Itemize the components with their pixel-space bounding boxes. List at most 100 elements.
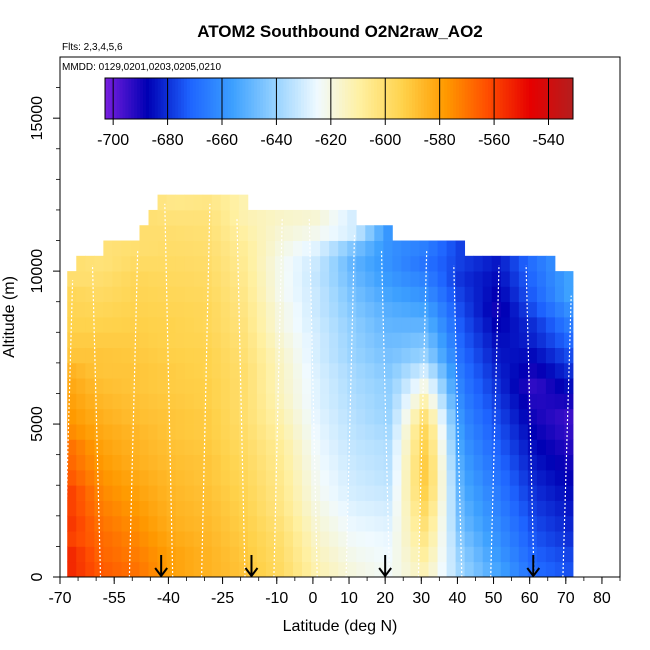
heatmap-cell bbox=[256, 271, 267, 287]
heatmap-cell bbox=[482, 271, 493, 287]
heatmap-cell bbox=[76, 454, 86, 471]
heatmap-cell bbox=[410, 561, 420, 578]
heatmap-cell bbox=[211, 408, 222, 425]
heatmap-cell bbox=[356, 454, 366, 471]
heatmap-cell bbox=[446, 255, 457, 272]
colorbar-swatch bbox=[336, 78, 340, 119]
heatmap-cell bbox=[184, 439, 195, 456]
heatmap-cell bbox=[401, 424, 411, 440]
heatmap-cell bbox=[545, 408, 556, 425]
heatmap-cell bbox=[419, 378, 429, 394]
heatmap-cell bbox=[293, 531, 303, 547]
heatmap-cell bbox=[211, 393, 222, 410]
heatmap-cell bbox=[220, 424, 231, 440]
colorbar-swatch bbox=[391, 78, 396, 119]
heatmap-cell bbox=[67, 439, 77, 456]
heatmap-cell bbox=[338, 332, 348, 348]
colorbar-swatch bbox=[239, 78, 243, 119]
heatmap-cell bbox=[419, 439, 429, 456]
heatmap-cell bbox=[265, 454, 276, 471]
heatmap-cell bbox=[94, 454, 104, 471]
heatmap-cell bbox=[365, 362, 375, 379]
heatmap-cell bbox=[464, 500, 475, 517]
colorbar-swatch bbox=[456, 78, 460, 119]
heatmap-cell bbox=[473, 347, 484, 364]
heatmap-cell bbox=[518, 271, 529, 287]
heatmap-cell bbox=[211, 240, 222, 257]
heatmap-cell bbox=[491, 561, 502, 578]
heatmap-cell bbox=[536, 531, 547, 547]
heatmap-cell bbox=[157, 271, 167, 287]
heatmap-cell bbox=[220, 332, 231, 348]
heatmap-cell bbox=[247, 362, 258, 379]
heatmap-cell bbox=[464, 515, 475, 532]
heatmap-cell bbox=[473, 393, 484, 410]
heatmap-cell bbox=[527, 485, 538, 501]
colorbar-swatch bbox=[347, 78, 352, 119]
heatmap-cell bbox=[94, 378, 104, 394]
heatmap-cell bbox=[464, 408, 475, 425]
heatmap-cell bbox=[491, 286, 502, 303]
heatmap-cell bbox=[365, 225, 375, 241]
y-axis: 0 5000 10000 15000 bbox=[29, 87, 60, 581]
heatmap-cell bbox=[320, 393, 330, 410]
heatmap-cell bbox=[401, 362, 411, 379]
heatmap-cell bbox=[175, 271, 186, 287]
heatmap-cell bbox=[274, 439, 285, 456]
heatmap-cell bbox=[103, 393, 113, 410]
heatmap-cell bbox=[103, 408, 113, 425]
heatmap-cell bbox=[356, 378, 366, 394]
heatmap-cell bbox=[76, 531, 86, 547]
colorbar-swatch bbox=[537, 78, 542, 119]
heatmap-cell bbox=[500, 393, 511, 410]
heatmap-cell bbox=[284, 378, 294, 394]
heatmap-cell bbox=[76, 515, 86, 532]
heatmap-cell bbox=[338, 209, 348, 226]
heatmap-cell bbox=[202, 485, 213, 501]
heatmap-cell bbox=[265, 469, 276, 486]
heatmap-cell bbox=[166, 255, 177, 272]
heatmap-cell bbox=[410, 439, 420, 456]
heatmap-cell bbox=[392, 393, 402, 410]
heatmap-cell bbox=[329, 531, 339, 547]
heatmap-cell bbox=[238, 454, 249, 471]
colorbar-tick-label: -680 bbox=[152, 132, 184, 149]
heatmap-cell bbox=[338, 255, 348, 272]
heatmap-cell bbox=[202, 240, 213, 257]
heatmap-cell bbox=[302, 454, 312, 471]
heatmap-cell bbox=[320, 225, 330, 241]
heatmap-cell bbox=[446, 362, 457, 379]
colorbar-swatch bbox=[257, 78, 261, 119]
heatmap-cell bbox=[419, 286, 429, 303]
heatmap-cell bbox=[103, 500, 113, 517]
heatmap-cell bbox=[473, 485, 484, 501]
heatmap-cell bbox=[518, 469, 529, 486]
heatmap-cell bbox=[211, 209, 222, 226]
heatmap-cell bbox=[247, 255, 258, 272]
heatmap-cell bbox=[527, 362, 538, 379]
heatmap-cell bbox=[509, 286, 520, 303]
heatmap-cell bbox=[383, 393, 393, 410]
flight-track bbox=[562, 295, 572, 578]
colorbar-swatch bbox=[137, 78, 141, 119]
heatmap-cell bbox=[103, 378, 113, 394]
heatmap-cell bbox=[491, 255, 502, 272]
heatmap-cell bbox=[103, 362, 113, 379]
colorbar-swatch bbox=[447, 78, 451, 119]
heatmap-cell bbox=[473, 439, 484, 456]
heatmap-cell bbox=[473, 317, 484, 333]
heatmap-cell bbox=[148, 500, 158, 517]
heatmap-cell bbox=[139, 485, 149, 501]
heatmap-cell bbox=[545, 393, 556, 410]
colorbar-swatch bbox=[183, 78, 188, 119]
heatmap-cell bbox=[148, 225, 158, 241]
heatmap-cell bbox=[338, 301, 348, 318]
heatmap-cell bbox=[202, 454, 213, 471]
heatmap-cell bbox=[554, 561, 565, 578]
heatmap-cell bbox=[139, 286, 149, 303]
heatmap-cell bbox=[247, 225, 258, 241]
heatmap-cell bbox=[166, 271, 177, 287]
heatmap-cell bbox=[410, 531, 420, 547]
heatmap-cell bbox=[85, 332, 95, 348]
heatmap-cell bbox=[545, 515, 556, 532]
